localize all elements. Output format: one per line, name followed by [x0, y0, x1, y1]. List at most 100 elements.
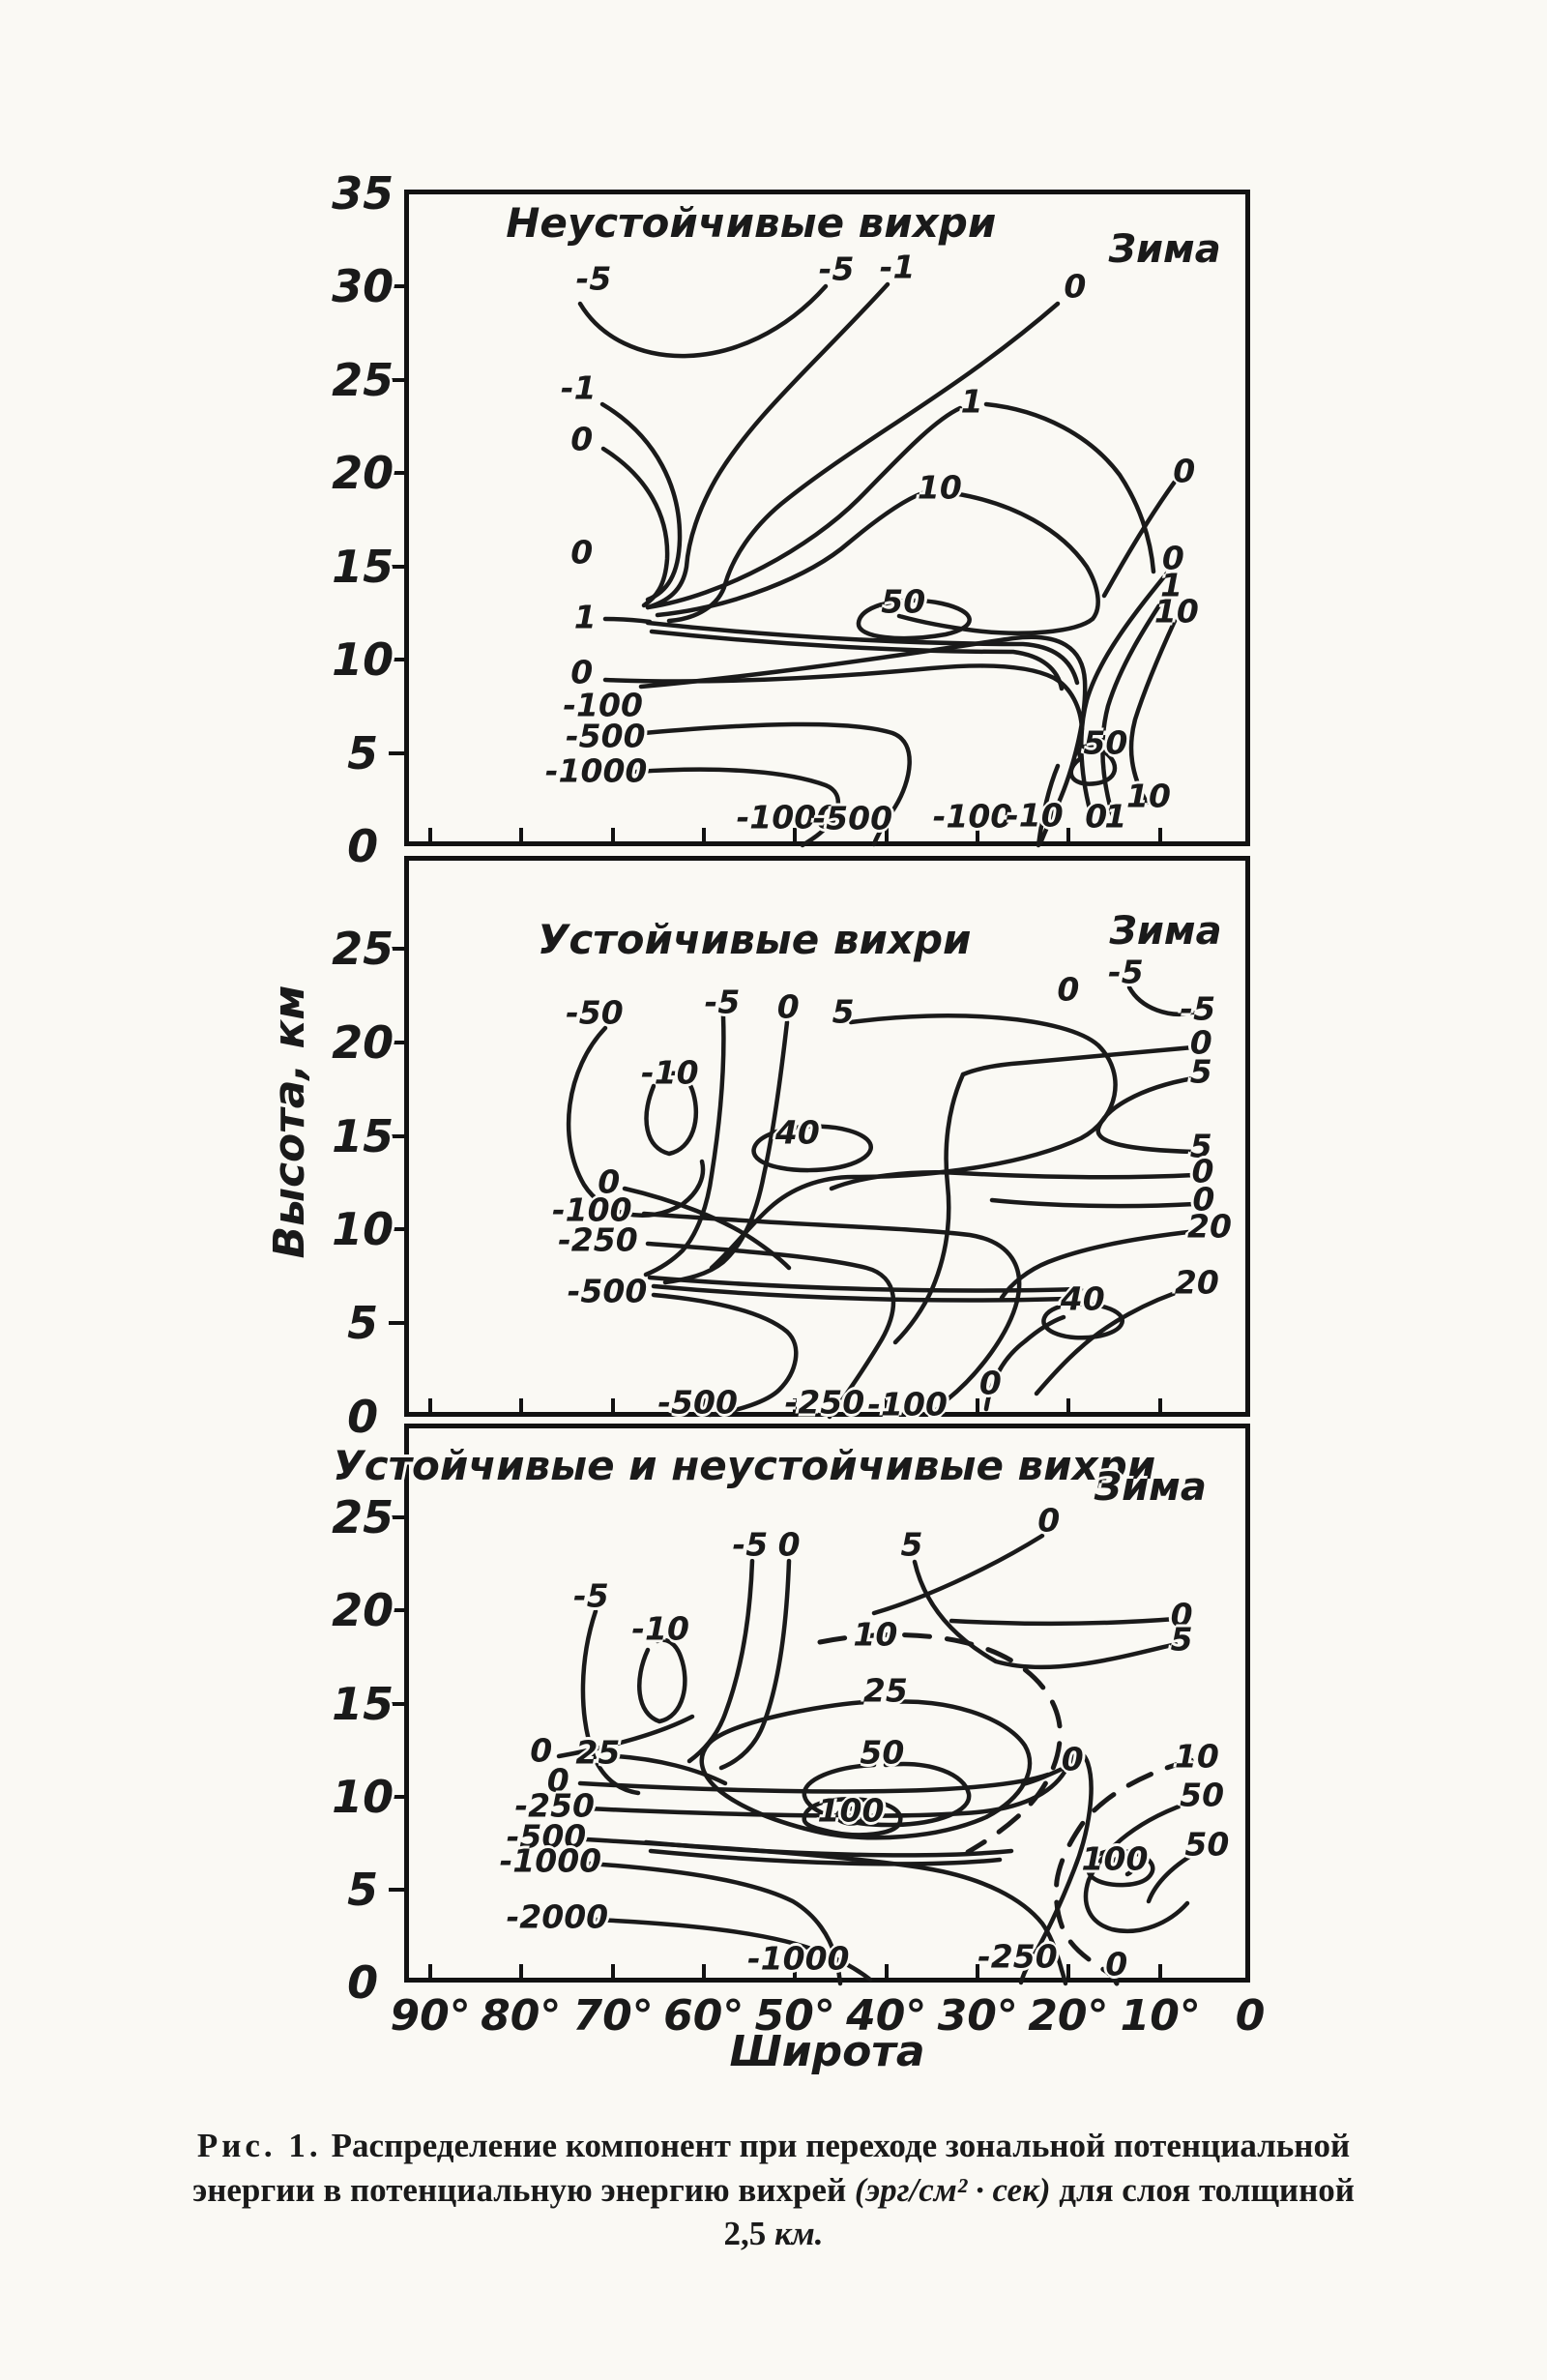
panel-title: Устойчивые вихри — [538, 916, 972, 963]
season-label: Зима — [1094, 1464, 1207, 1510]
contour-label: 40 — [774, 1113, 820, 1152]
contour-paths — [566, 984, 1200, 1420]
contour-label: 20 — [1187, 1207, 1232, 1246]
contour-paths — [577, 281, 1181, 848]
y-tick-label: 30 — [332, 259, 394, 312]
contour-label: 20 — [1174, 1263, 1219, 1302]
contour-label: 0 — [1061, 1740, 1084, 1778]
y-tick-label: 20 — [332, 447, 394, 500]
contour-paths — [556, 1533, 1204, 1986]
contour-label: -10 — [1006, 796, 1064, 835]
contour-lines-combined — [389, 1424, 1250, 1986]
contour-label: 50 — [1184, 1825, 1230, 1864]
contour-label: -500 — [657, 1383, 738, 1422]
contour-label: 0 — [1105, 1945, 1128, 1983]
contour-label: -250 — [978, 1937, 1058, 1976]
y-tick-label: 10 — [332, 633, 394, 687]
contour-lines-unstable — [389, 190, 1250, 848]
x-tick-label: 70° — [572, 1990, 654, 2041]
contour-label: 5 — [1170, 1620, 1193, 1659]
caption-line-2: энергии в потенциальную энергию вихрей (… — [192, 2170, 1355, 2209]
x-tick-label: 20° — [1028, 1990, 1109, 2041]
units-text: (эрг/см² · сек) — [854, 2170, 1051, 2209]
contour-label: 0 — [570, 653, 594, 691]
y-tick-label: 0 — [347, 1956, 379, 2009]
contour-label: -500 — [812, 799, 893, 837]
contour-label: 0 — [1173, 452, 1196, 490]
y-tick-label: 15 — [332, 1110, 394, 1162]
contour-label: 0 — [1192, 1180, 1215, 1219]
contour-label: 0 — [1161, 539, 1184, 577]
contour-label: 10 — [1153, 592, 1199, 631]
contour-label: 1 — [1104, 797, 1127, 836]
contour-label: -500 — [565, 717, 646, 755]
contour-label: 50 — [1083, 723, 1128, 762]
contour-label: 0 — [570, 533, 594, 572]
contour-label: 10 — [1126, 777, 1171, 815]
contour-label: 0 — [1057, 970, 1080, 1009]
contour-label: 0 — [570, 420, 594, 458]
contour-label: -5 — [1108, 953, 1144, 991]
contour-label: 10 — [853, 1615, 898, 1654]
caption-line-1: Рис. 1. Распределение компонент при перех… — [196, 2127, 1351, 2164]
contour-label: 10 — [917, 468, 962, 507]
x-tick-label: 30° — [937, 1990, 1018, 2041]
x-axis-label: Широта — [729, 2027, 925, 2077]
contour-label: 0 — [598, 1162, 621, 1201]
contour-label: 25 — [575, 1733, 621, 1772]
contour-label: -50 — [566, 993, 624, 1032]
contour-label: -5 — [818, 250, 855, 288]
contour-label: 100 — [1081, 1839, 1149, 1878]
contour-label: 1 — [960, 382, 983, 421]
y-tick-label: 15 — [332, 1678, 394, 1731]
panel-combined-eddies: Устойчивые и неустойчивые вихри Зима 25 20 1… — [332, 1424, 1265, 2073]
y-tick-label: 10 — [332, 1771, 394, 1824]
axis-ticks — [389, 1515, 1162, 1980]
contour-label: -100 — [932, 797, 1013, 836]
contour-label: -100 — [551, 1190, 632, 1229]
contour-label: -250 — [514, 1786, 596, 1825]
y-tick-label: 10 — [332, 1203, 394, 1256]
x-tick-label: 60° — [663, 1990, 744, 2041]
contour-label: -250 — [784, 1383, 865, 1422]
panel-unstable-eddies: Неустойчивые вихри Зима 35 30 25 20 15 10 5 0 -5 -5… — [332, 171, 1250, 868]
contour-label: 0 — [978, 1364, 1002, 1402]
season-label: Зима — [1108, 226, 1221, 272]
panel-stable-eddies: Устойчивые вихри Зима 25 20 15 10 5 0 -50 -5 0 -10 5… — [332, 856, 1250, 1439]
x-tick-label: 40° — [846, 1990, 927, 2041]
y-tick-label: 20 — [332, 1016, 394, 1070]
contour-label: 0 — [776, 987, 800, 1026]
y-tick-label: 15 — [332, 540, 394, 593]
contour-label: 0 — [1170, 1596, 1193, 1634]
y-tick-label: 5 — [347, 1297, 379, 1350]
contour-label: 5 — [1189, 1127, 1212, 1165]
contour-label: -250 — [558, 1220, 638, 1259]
contour-lines-stable — [389, 856, 1250, 1420]
contour-label: -1000 — [736, 798, 839, 837]
contour-label: -5 — [732, 1525, 769, 1564]
y-tick-label: 0 — [347, 1391, 379, 1443]
x-tick-label: 50° — [754, 1990, 835, 2041]
contour-label: 0 — [546, 1761, 569, 1800]
contour-label: 0 — [1085, 797, 1108, 836]
axis-ticks — [389, 284, 1162, 843]
panel-title: Неустойчивые вихри — [506, 199, 997, 248]
contour-label: -2000 — [506, 1897, 609, 1936]
panel-title: Устойчивые и неустойчивые вихри — [333, 1441, 1156, 1489]
contour-label: -1000 — [544, 751, 648, 790]
contour-label: 0 — [1037, 1501, 1061, 1540]
contour-label: 0 — [777, 1525, 801, 1564]
x-tick-label: 80° — [481, 1990, 562, 2041]
contour-label: -500 — [567, 1272, 648, 1310]
contour-label: -10 — [631, 1609, 689, 1648]
y-tick-label: 5 — [347, 1864, 379, 1917]
contour-label: 0 — [1189, 1023, 1212, 1062]
contour-label: 5 — [832, 992, 855, 1031]
y-tick-label: 25 — [332, 353, 394, 406]
contour-label: 100 — [817, 1791, 885, 1830]
contour-label: 10 — [1174, 1737, 1219, 1776]
contour-label: -100 — [867, 1385, 948, 1424]
contour-label: -5 — [573, 1576, 609, 1615]
y-tick-label: 20 — [332, 1584, 394, 1637]
